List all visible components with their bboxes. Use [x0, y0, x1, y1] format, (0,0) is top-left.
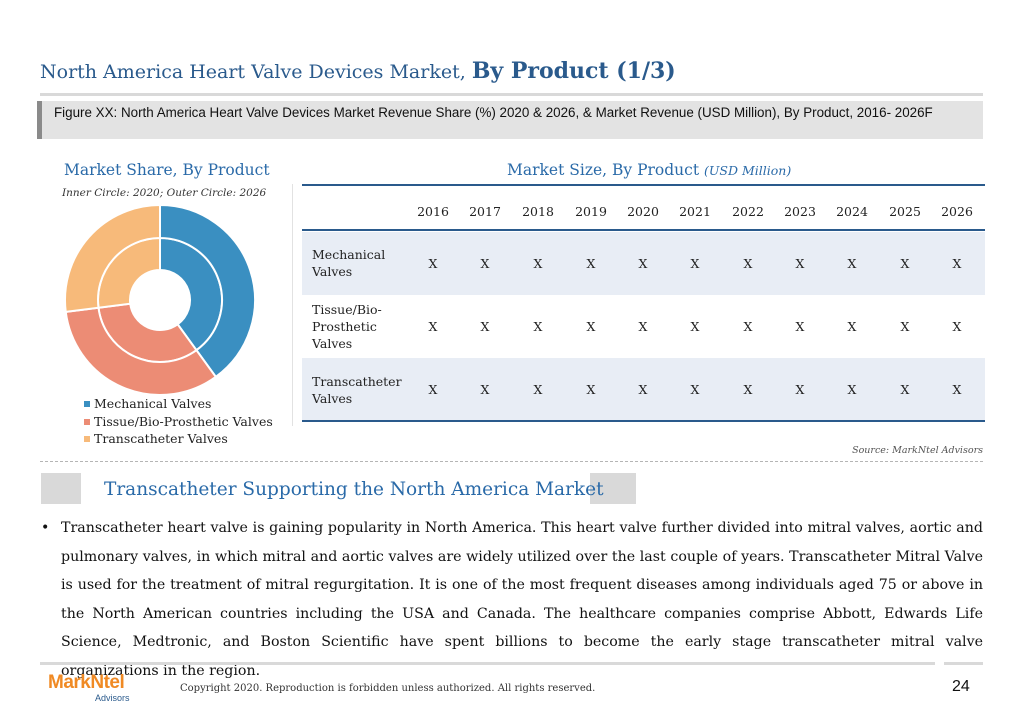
donut-note: Inner Circle: 2020; Outer Circle: 2026: [62, 187, 267, 199]
legend-swatch: [84, 418, 90, 425]
table-cell: X: [847, 319, 857, 334]
year-header: 2025: [889, 204, 921, 219]
legend-item-transcatheter: Transcatheter Valves: [84, 430, 273, 448]
page-number: 24: [952, 678, 970, 695]
year-header: 2020: [627, 204, 659, 219]
legend-item-mechanical: Mechanical Valves: [84, 395, 273, 413]
table-row: Mechanical Valves X X X X X X X X X X X: [302, 232, 985, 295]
page-title: North America Heart Valve Devices Market…: [40, 58, 676, 84]
table-cell: X: [690, 319, 700, 334]
table-cell: X: [638, 319, 648, 334]
source-note: Source: MarkNtel Advisors: [852, 445, 983, 456]
table-cell: X: [952, 256, 962, 271]
market-size-title: Market Size, By Product (USD Million): [507, 161, 791, 179]
row-label: Tissue/Bio-Prosthetic Valves: [312, 302, 382, 351]
table-cell: X: [638, 256, 648, 271]
table-cell: X: [690, 382, 700, 397]
footer-rule: [40, 662, 935, 665]
footer-rule-page: [944, 662, 983, 665]
year-header: 2026: [941, 204, 973, 219]
table-cell: X: [586, 256, 596, 271]
marknetl-logo: MarkNtel Advisors: [48, 672, 130, 703]
table-cell: X: [480, 319, 490, 334]
logo-sub: Advisors: [95, 693, 130, 703]
year-header: 2016: [417, 204, 449, 219]
section-right-block: [590, 473, 636, 504]
table-cell: X: [586, 319, 596, 334]
outer-slice-0: [159, 204, 256, 379]
table-cell: X: [900, 256, 910, 271]
table-cell: X: [586, 382, 596, 397]
title-regular: North America Heart Valve Devices Market…: [40, 61, 472, 83]
table-row: Transcatheter Valves X X X X X X X X X X X: [302, 358, 985, 421]
row-label: Transcatheter Valves: [312, 374, 402, 406]
table-cell: X: [952, 319, 962, 334]
table-bottom-rule: [302, 420, 985, 422]
table-cell: X: [428, 382, 438, 397]
legend-swatch: [84, 401, 90, 407]
copyright: Copyright 2020. Reproduction is forbidde…: [180, 683, 596, 694]
table-cell: X: [480, 382, 490, 397]
legend-swatch: [84, 436, 90, 442]
table-cell: X: [638, 382, 648, 397]
legend-label: Tissue/Bio-Prosthetic Valves: [94, 413, 273, 429]
table-cell: X: [533, 256, 543, 271]
donut-legend: Mechanical Valves Tissue/Bio-Prosthetic …: [84, 395, 273, 448]
dashed-divider: [40, 461, 983, 462]
outer-slice-1: [64, 306, 218, 396]
paragraph-text: Transcatheter heart valve is gaining pop…: [61, 520, 983, 679]
table-cell: X: [428, 256, 438, 271]
table-cell: X: [795, 256, 805, 271]
table-cell: X: [900, 382, 910, 397]
year-header: 2022: [732, 204, 764, 219]
year-header: 2019: [575, 204, 607, 219]
logo-text: MarkNtel: [48, 672, 125, 693]
title-rule: [40, 93, 983, 96]
donut-chart: [64, 204, 256, 396]
table-cell: X: [533, 319, 543, 334]
table-cell: X: [743, 319, 753, 334]
market-share-title: Market Share, By Product: [64, 161, 270, 179]
figure-caption-box: Figure XX: North America Heart Valve Dev…: [37, 101, 983, 139]
table-cell: X: [533, 382, 543, 397]
bullet: •: [41, 520, 50, 536]
outer-slice-2: [64, 204, 161, 314]
table-row: Tissue/Bio-Prosthetic Valves X X X X X X X X X X X: [302, 295, 985, 358]
section-title: Transcatheter Supporting the North Ameri…: [104, 479, 604, 500]
table-header: 2016 2017 2018 2019 2020 2021 2022 2023 2024 2025…: [302, 184, 985, 231]
table-cell: X: [743, 256, 753, 271]
table-cell: X: [795, 382, 805, 397]
row-label: Mechanical Valves: [312, 247, 386, 279]
table-cell: X: [952, 382, 962, 397]
market-size-title-text: Market Size, By Product: [507, 161, 704, 179]
table-cell: X: [795, 319, 805, 334]
table-cell: X: [743, 382, 753, 397]
year-header: 2021: [679, 204, 711, 219]
legend-label: Transcatheter Valves: [94, 431, 228, 446]
table-cell: X: [847, 382, 857, 397]
title-bold: By Product (1/3): [471, 58, 676, 84]
table-cell: X: [847, 256, 857, 271]
section-paragraph: • Transcatheter heart valve is gaining p…: [41, 514, 983, 685]
year-header: 2018: [522, 204, 554, 219]
table-cell: X: [480, 256, 490, 271]
logo-mark: Mark: [48, 672, 91, 693]
table-cell: X: [428, 319, 438, 334]
section-left-block: [41, 473, 81, 504]
year-header: 2024: [836, 204, 868, 219]
market-size-unit: (USD Million): [704, 163, 792, 178]
logo-ntel: Ntel: [90, 672, 125, 693]
vertical-divider: [292, 184, 293, 426]
figure-caption: Figure XX: North America Heart Valve Dev…: [54, 105, 933, 120]
legend-item-tissue: Tissue/Bio-Prosthetic Valves: [84, 413, 273, 431]
table-cell: X: [690, 256, 700, 271]
table-cell: X: [900, 319, 910, 334]
year-header: 2023: [784, 204, 816, 219]
legend-label: Mechanical Valves: [94, 396, 212, 411]
year-header: 2017: [469, 204, 501, 219]
